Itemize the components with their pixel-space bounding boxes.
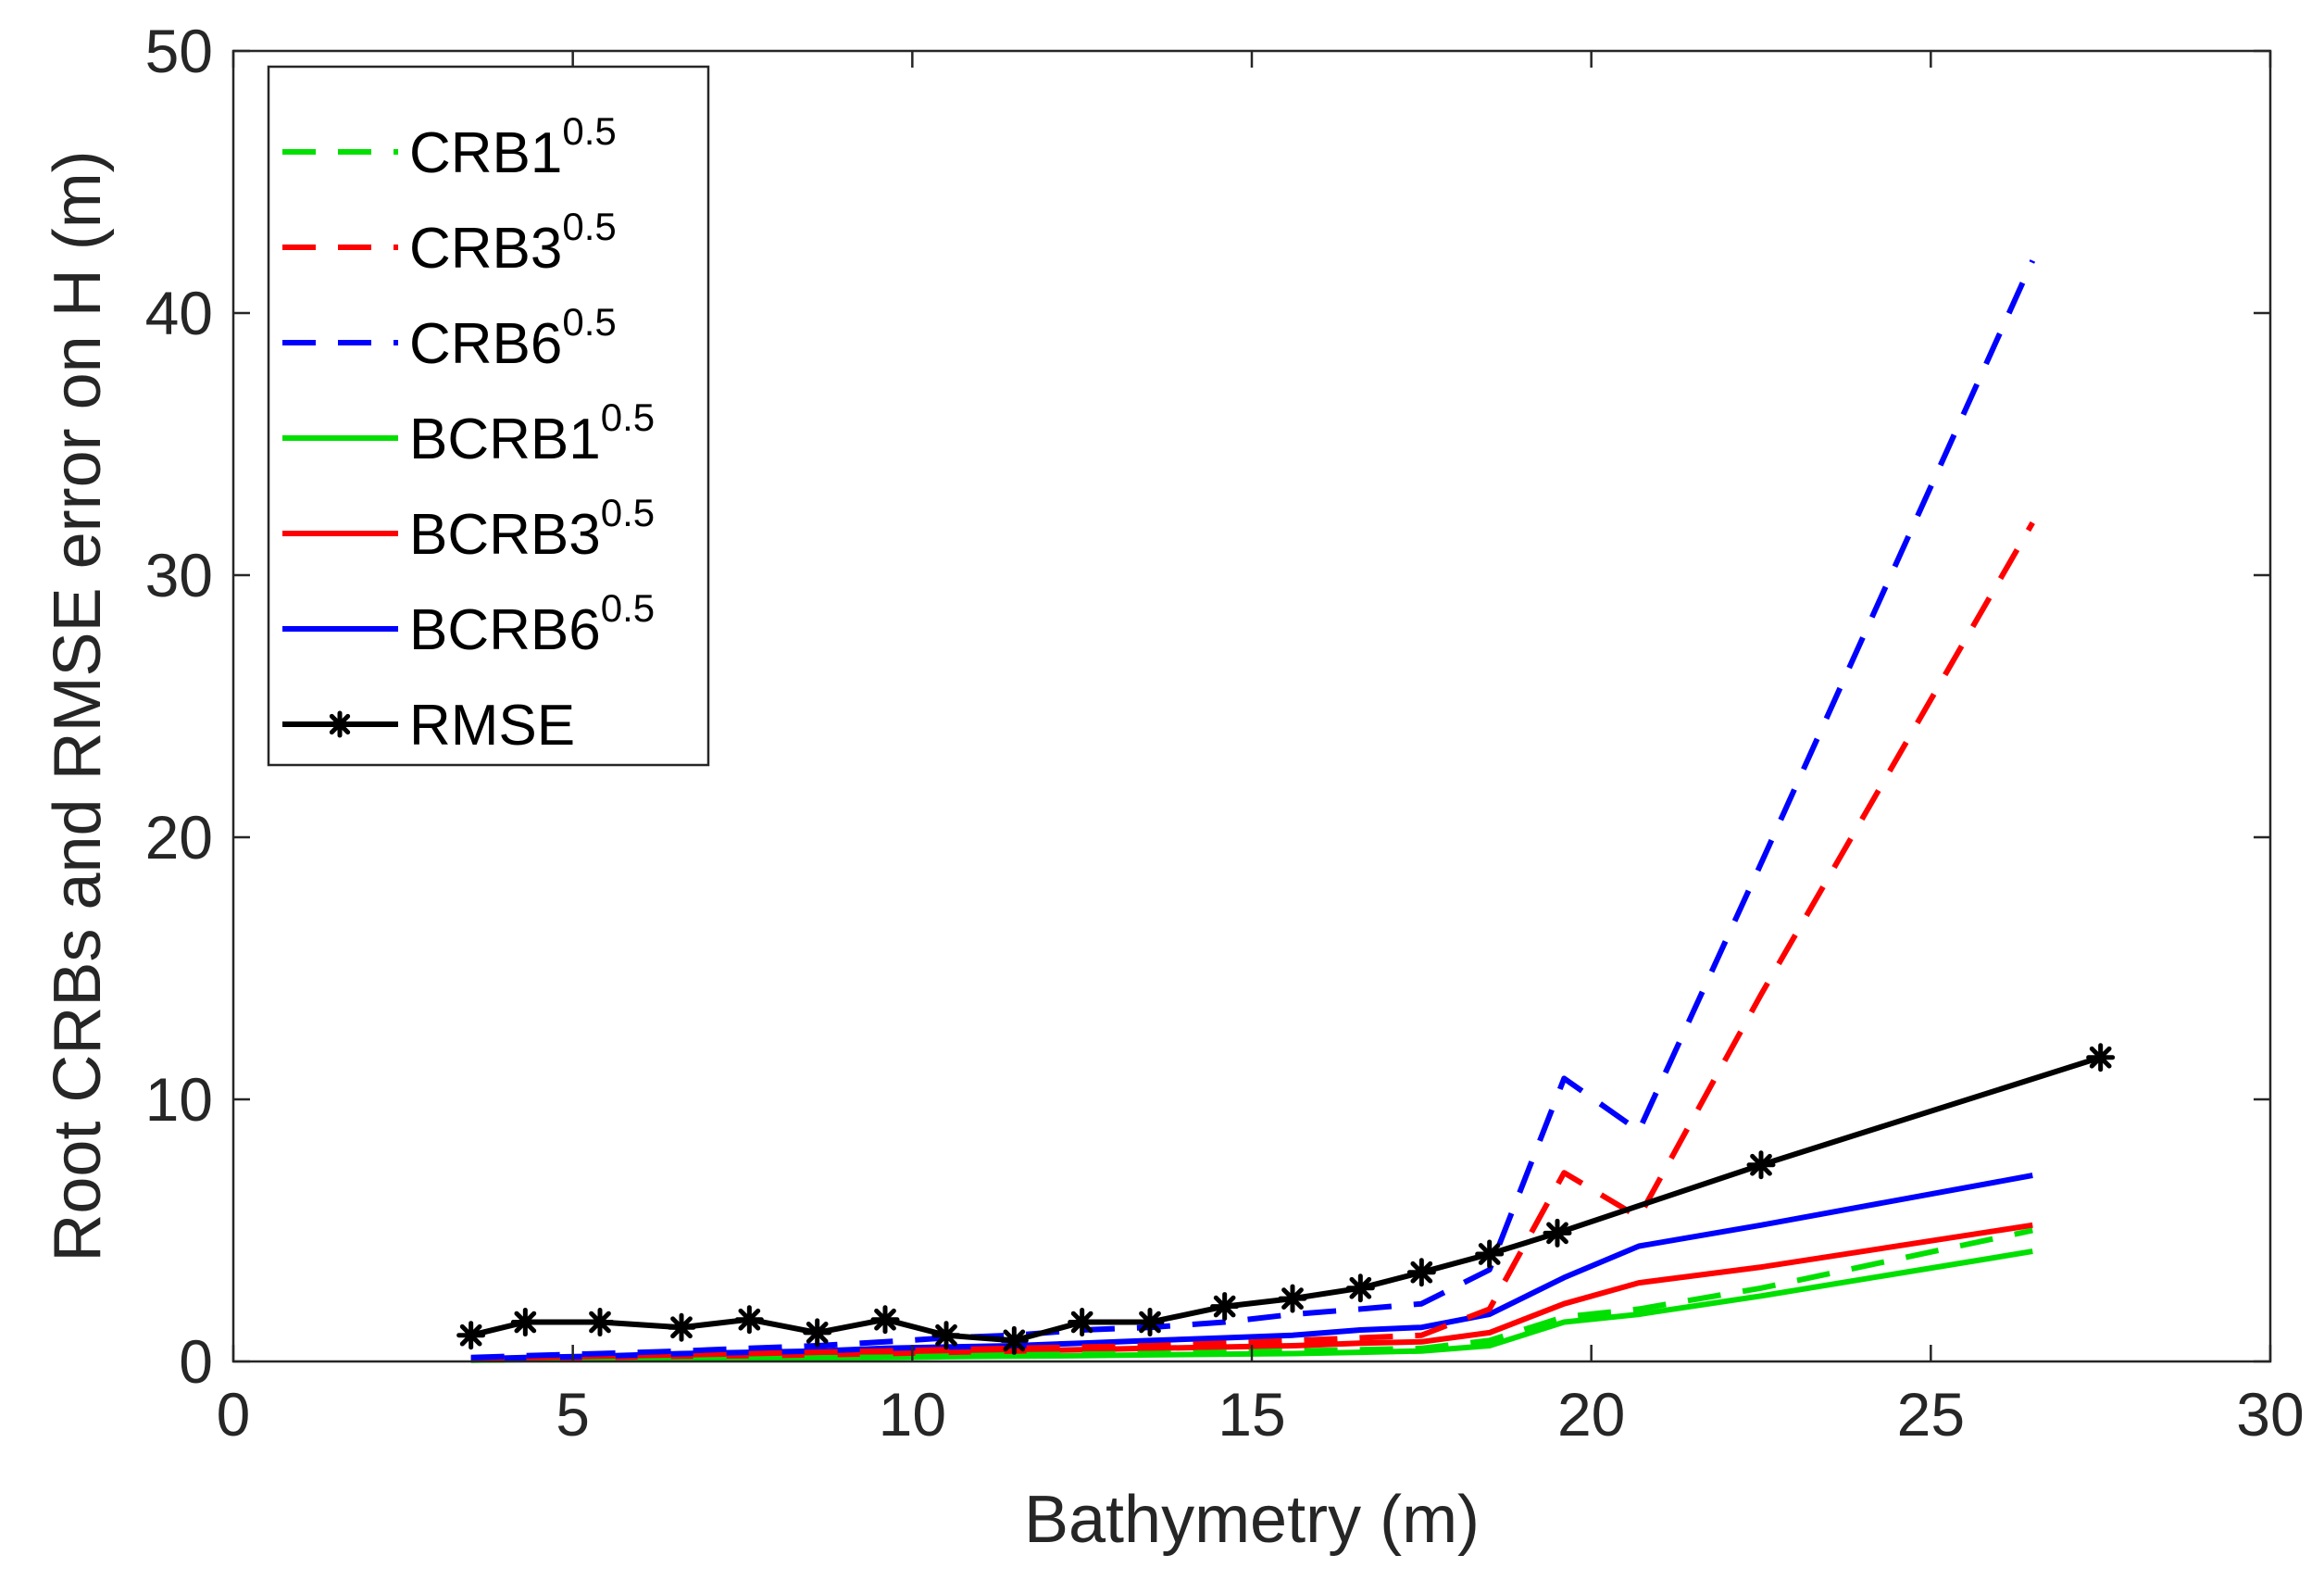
- x-tick-label: 5: [556, 1380, 590, 1449]
- legend-entry-crb3: CRB30.5: [282, 205, 617, 281]
- data-point-rmse: [1746, 1150, 1776, 1180]
- y-tick-label: 10: [145, 1065, 213, 1134]
- legend-label: CRB60.5: [409, 300, 617, 376]
- y-tick-label: 40: [145, 279, 213, 347]
- x-axis-label: Bathymetry (m): [1024, 1483, 1480, 1557]
- series-line-crb6-dashed: [470, 259, 2036, 1361]
- legend-label: BCRB60.5: [409, 586, 655, 662]
- data-point-rmse: [1278, 1284, 1307, 1313]
- legend-label: BCRB30.5: [409, 491, 655, 567]
- data-point-rmse: [1406, 1258, 1436, 1287]
- legend-entry-bcrb3: BCRB30.5: [282, 491, 655, 567]
- data-point-rmse: [870, 1305, 900, 1335]
- x-tick-label: 15: [1218, 1380, 1285, 1449]
- series-layer: [456, 259, 2116, 1363]
- legend-entry-bcrb1: BCRB10.5: [282, 395, 655, 471]
- legend-entry-bcrb6: BCRB60.5: [282, 586, 655, 662]
- series-line-bcrb6: [470, 1173, 2033, 1362]
- data-point-rmse: [510, 1308, 540, 1337]
- data-point-rmse: [1345, 1273, 1375, 1303]
- y-axis-label: Root CRBs and RMSE error on H (m): [41, 150, 115, 1261]
- y-tick-label: 20: [145, 803, 213, 872]
- legend: CRB10.5 CRB30.5 CRB60.5 BCRB10.5 BCRB30.5 BCR…: [267, 65, 710, 767]
- data-point-rmse: [2086, 1043, 2116, 1072]
- legend-marker: [326, 710, 354, 738]
- x-tick-label: 25: [1897, 1380, 1965, 1449]
- data-point-rmse: [803, 1318, 832, 1348]
- data-point-rmse: [456, 1321, 486, 1350]
- data-point-rmse: [1135, 1308, 1165, 1337]
- y-tick-label: 50: [145, 17, 213, 85]
- data-point-rmse: [585, 1308, 615, 1337]
- legend-label: CRB10.5: [409, 109, 617, 185]
- x-tick-label: 20: [1557, 1380, 1625, 1449]
- y-tick-label: 30: [145, 541, 213, 609]
- data-point-rmse: [1475, 1239, 1505, 1269]
- ticks-layer: 0 5 10 15 20 25 30 0 10 20 30 40 50: [145, 17, 2305, 1449]
- y-tick-label: 0: [179, 1327, 213, 1396]
- data-point-rmse: [999, 1325, 1029, 1355]
- data-point-rmse: [1068, 1308, 1097, 1337]
- legend-entry-crb6: CRB60.5: [282, 300, 617, 376]
- x-tick-label: 30: [2236, 1380, 2304, 1449]
- legend-entry-crb1: CRB10.5: [282, 109, 617, 185]
- legend-label: CRB30.5: [409, 205, 617, 281]
- x-tick-label: 10: [879, 1380, 946, 1449]
- series-line-crb1-dashed: [470, 1227, 2033, 1363]
- data-point-rmse: [931, 1321, 961, 1350]
- legend-label: BCRB10.5: [409, 395, 655, 471]
- legend-entry-rmse: RMSE: [282, 694, 575, 758]
- legend-label: RMSE: [409, 694, 575, 758]
- x-tick-label: 0: [217, 1380, 251, 1449]
- data-point-rmse: [1210, 1292, 1240, 1322]
- data-point-rmse: [734, 1305, 764, 1335]
- data-point-rmse: [1543, 1218, 1572, 1248]
- legend-box: [267, 65, 710, 767]
- data-point-rmse: [667, 1312, 696, 1342]
